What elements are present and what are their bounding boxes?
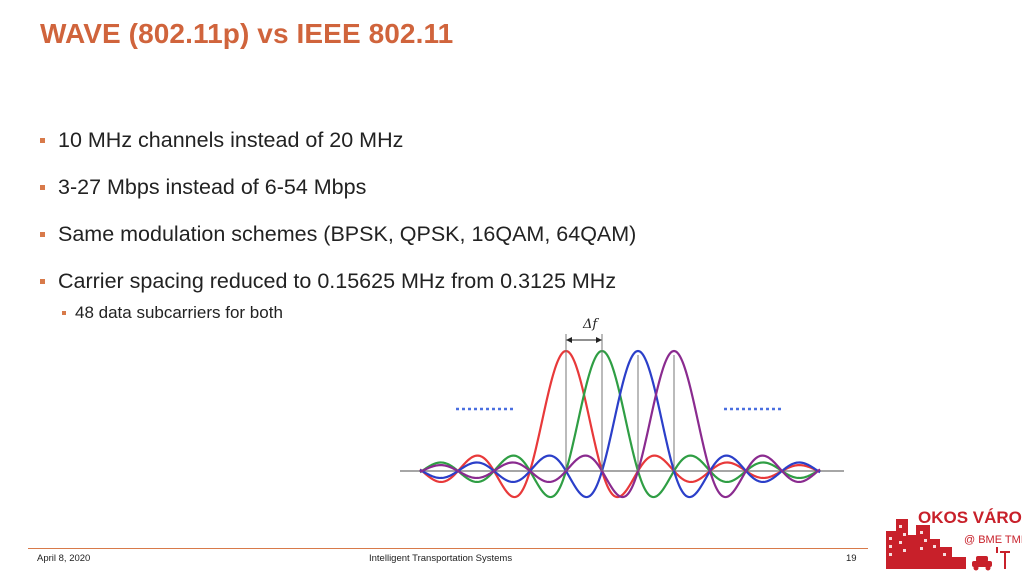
bullet-marker-icon <box>40 232 45 237</box>
subcarrier-green <box>419 349 821 499</box>
subcarrier-purple <box>419 349 821 499</box>
delta-f-label: Δf <box>582 317 599 332</box>
arrowhead-left-icon <box>566 337 572 343</box>
bullet-item: 10 MHz channels instead of 20 MHz <box>40 117 636 164</box>
bullet-marker-icon <box>62 311 66 315</box>
arrowhead-right-icon <box>596 337 602 343</box>
slide-title: WAVE (802.11p) vs IEEE 802.11 <box>40 18 454 49</box>
page-number: 19 <box>846 553 857 564</box>
footer-date: April 8, 2020 <box>37 553 91 564</box>
subcarrier-blue <box>419 349 821 499</box>
logo-text-line1: OKOS VÁROS <box>918 508 1022 527</box>
bullet-text: 3-27 Mbps instead of 6-54 Mbps <box>58 175 367 199</box>
bullet-text: 10 MHz channels instead of 20 MHz <box>58 128 404 152</box>
footer-title: Intelligent Transportation Systems <box>369 553 513 564</box>
antenna-icon <box>996 547 1010 569</box>
okos-varos-logo: OKOS VÁROS @ BME TMIT <box>886 508 1022 571</box>
sub-bullet-item: 48 data subcarriers for both <box>40 299 636 327</box>
bullet-list: 10 MHz channels instead of 20 MHz 3-27 M… <box>40 117 636 327</box>
bullet-text: Carrier spacing reduced to 0.15625 MHz f… <box>58 269 617 293</box>
bullet-item: Carrier spacing reduced to 0.15625 MHz f… <box>40 258 636 305</box>
bullet-item: Same modulation schemes (BPSK, QPSK, 16Q… <box>40 211 636 258</box>
footer-divider <box>28 548 868 549</box>
bullet-marker-icon <box>40 138 45 143</box>
bullet-marker-icon <box>40 185 45 190</box>
car-icon <box>972 556 992 571</box>
subcarrier-red <box>419 349 821 499</box>
ofdm-subcarrier-figure: Δf <box>400 317 844 499</box>
bullet-item: 3-27 Mbps instead of 6-54 Mbps <box>40 164 636 211</box>
bullet-marker-icon <box>40 279 45 284</box>
logo-text-line2: @ BME TMIT <box>964 534 1022 546</box>
bullet-text: Same modulation schemes (BPSK, QPSK, 16Q… <box>58 222 637 246</box>
sub-bullet-text: 48 data subcarriers for both <box>75 303 283 322</box>
